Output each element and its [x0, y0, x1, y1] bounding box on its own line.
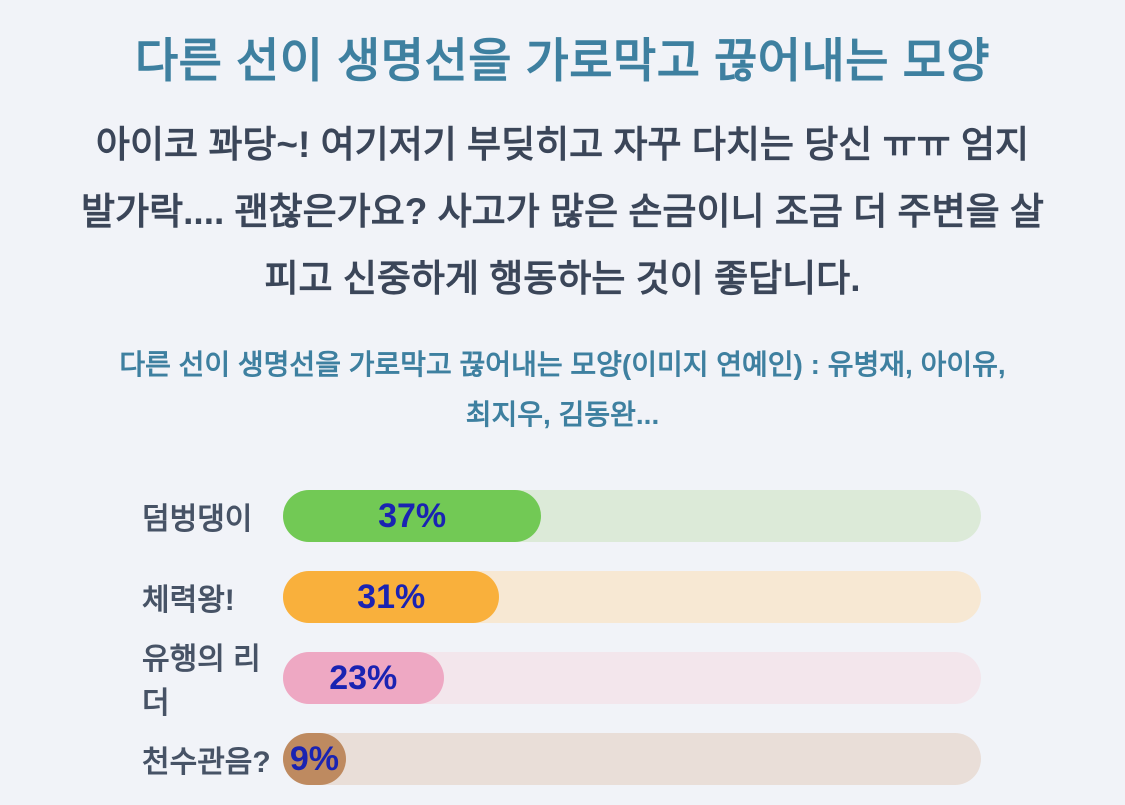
- infographic-page: 다른 선이 생명선을 가로막고 끊어내는 모양 아이코 꽈당~! 여기저기 부딪…: [0, 34, 1125, 786]
- description: 아이코 꽈당~! 여기저기 부딪히고 자꾸 다치는 당신 ㅠㅠ 엄지 발가락..…: [33, 111, 1093, 312]
- bar-fill: 31%: [283, 571, 500, 624]
- bar-value-label: 31%: [357, 577, 426, 616]
- bar-category-label: 천수관음?: [142, 746, 271, 780]
- page-title: 다른 선이 생명선을 가로막고 끊어내는 모양: [134, 34, 991, 87]
- subtitle-line: 다른 선이 생명선을 가로막고 끊어내는 모양(이미지 연예인) : 유병재, …: [119, 349, 1006, 381]
- bar-row: 덤벙댕이 37%: [142, 490, 981, 543]
- bar-track: 31%: [283, 571, 981, 624]
- bar-fill: 23%: [283, 652, 444, 705]
- bar-value-label: 23%: [329, 658, 398, 697]
- subtitle: 다른 선이 생명선을 가로막고 끊어내는 모양(이미지 연예인) : 유병재, …: [23, 340, 1103, 440]
- subtitle-line: 최지우, 김동완...: [465, 399, 660, 431]
- bar-category-label: 유행의 리더: [142, 643, 261, 721]
- bar-category-label: 체력왕!: [142, 584, 235, 618]
- bar-value-label: 9%: [289, 739, 339, 778]
- bar-chart: 덤벙댕이 37% 체력왕! 31% 유행의 리더 23%: [0, 490, 1125, 786]
- bar-track: 23%: [283, 652, 981, 705]
- description-line: 발가락.... 괜찮은가요? 사고가 많은 손금이니 조금 더 주변을 살: [81, 191, 1044, 233]
- bar-category-label: 덤벙댕이: [142, 503, 253, 537]
- bar-row: 유행의 리더 23%: [142, 643, 981, 720]
- bar-track: 9%: [283, 733, 981, 786]
- bar-fill: 9%: [283, 733, 346, 786]
- bar-fill: 37%: [283, 490, 542, 543]
- description-line: 아이코 꽈당~! 여기저기 부딪히고 자꾸 다치는 당신 ㅠㅠ 엄지: [95, 124, 1030, 166]
- bar-value-label: 37%: [378, 496, 447, 535]
- bar-row: 체력왕! 31%: [142, 571, 981, 624]
- description-line: 피고 신중하게 행동하는 것이 좋답니다.: [264, 258, 861, 300]
- bar-track: 37%: [283, 490, 981, 543]
- bar-row: 천수관음? 9%: [142, 733, 981, 786]
